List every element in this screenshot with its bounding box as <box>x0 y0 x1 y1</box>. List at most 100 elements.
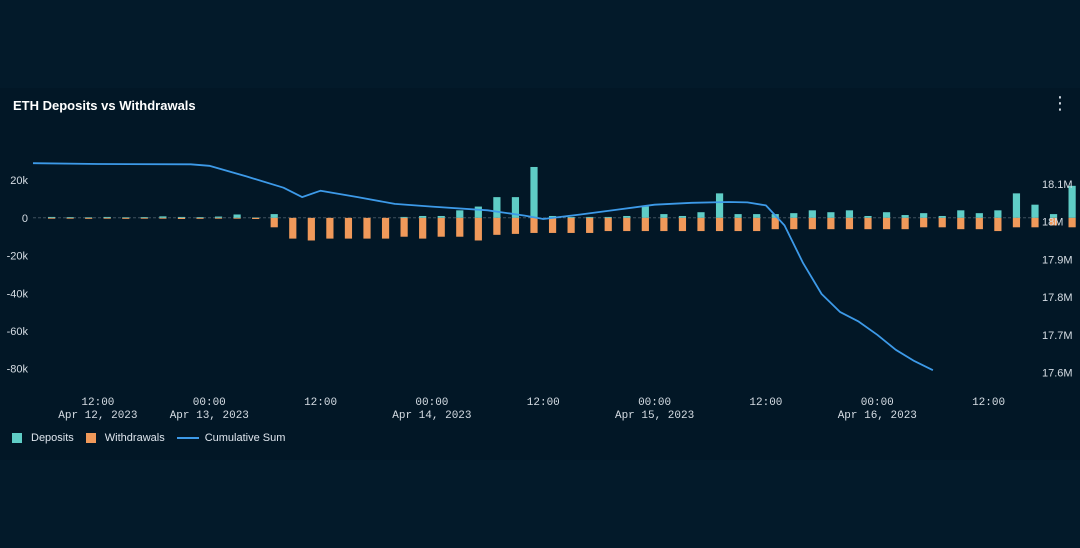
withdrawals-bar <box>753 217 761 232</box>
withdrawals-bar <box>122 217 130 219</box>
withdrawals-bar <box>567 217 575 233</box>
deposits-bar <box>437 215 445 218</box>
withdrawals-bar <box>270 217 278 228</box>
withdrawals-bar <box>214 217 223 219</box>
withdrawals-bar <box>790 217 798 230</box>
deposits-bar <box>678 215 687 218</box>
x-tick-date-label: Apr 16, 2023 <box>838 410 917 422</box>
y-right-tick-label: 17.7M <box>1042 330 1073 342</box>
withdrawals-bar <box>938 217 946 228</box>
deposits-bar <box>270 214 278 218</box>
withdrawals-bar <box>548 217 557 233</box>
x-tick-time-label: 12:00 <box>749 397 782 409</box>
x-tick-time-label: 00:00 <box>861 397 894 409</box>
withdrawals-bar <box>1068 217 1076 228</box>
deposits-bar <box>196 217 204 218</box>
legend-item-withdrawals[interactable]: Withdrawals <box>85 432 165 444</box>
x-tick-date-label: Apr 15, 2023 <box>615 410 694 422</box>
deposits-bar <box>808 210 816 218</box>
deposits-swatch-icon <box>12 433 22 443</box>
deposits-bar <box>994 210 1002 218</box>
x-tick-date-label: Apr 14, 2023 <box>392 410 471 422</box>
withdrawals-bar <box>233 217 241 219</box>
legend-label-deposits: Deposits <box>31 432 74 444</box>
x-tick-time-label: 12:00 <box>972 397 1005 409</box>
withdrawals-bar <box>252 217 260 219</box>
deposits-bar <box>901 215 909 218</box>
withdrawals-bar <box>344 217 353 239</box>
y-left-tick-label: 20k <box>10 175 28 187</box>
y-right-tick-label: 18.1M <box>1042 179 1073 191</box>
withdrawals-bar <box>511 217 520 234</box>
withdrawals-bar <box>660 217 668 232</box>
deposits-bar <box>845 210 854 218</box>
deposits-bar <box>85 217 93 219</box>
x-tick-time-label: 12:00 <box>81 397 114 409</box>
withdrawals-bar <box>994 217 1002 232</box>
deposits-bar <box>548 215 557 218</box>
y-right-tick-label: 17.6M <box>1042 368 1073 380</box>
withdrawals-bar <box>697 217 705 232</box>
withdrawals-bar <box>1049 217 1058 226</box>
y-right-tick-label: 18M <box>1042 217 1063 229</box>
withdrawals-bar <box>493 217 501 235</box>
withdrawals-bar <box>47 217 56 219</box>
withdrawals-bar <box>196 217 204 219</box>
deposits-bar <box>604 216 612 218</box>
deposits-bar <box>920 213 928 218</box>
withdrawals-bar <box>623 217 631 232</box>
withdrawals-bar <box>1031 217 1039 228</box>
deposits-bar <box>882 212 891 218</box>
deposits-bar <box>715 193 724 218</box>
deposits-bar <box>586 216 594 218</box>
y-left-tick-label: -20k <box>7 251 29 263</box>
withdrawals-bar <box>827 217 835 230</box>
deposits-bar <box>697 212 705 218</box>
withdrawals-bar <box>381 217 390 239</box>
withdrawals-bar <box>975 217 983 230</box>
chart-legend: Deposits Withdrawals Cumulative Sum <box>12 430 297 446</box>
withdrawals-bar <box>604 217 612 232</box>
deposits-bar <box>530 166 538 218</box>
deposits-bar <box>827 212 835 218</box>
deposits-bar <box>159 216 167 218</box>
x-tick-time-label: 00:00 <box>415 397 448 409</box>
withdrawals-bar <box>177 217 186 219</box>
y-left-tick-label: -80k <box>7 364 29 376</box>
withdrawals-bar <box>307 217 315 241</box>
deposits-bar <box>1031 204 1039 218</box>
deposits-bar <box>938 215 946 218</box>
withdrawals-bar <box>808 217 816 230</box>
deposits-bar <box>47 216 56 218</box>
vertical-ellipsis-icon[interactable]: ⋮ <box>1051 93 1069 113</box>
withdrawals-bar <box>66 217 74 219</box>
y-left-tick-label: 0 <box>22 213 28 225</box>
withdrawals-bar <box>400 217 408 237</box>
deposits-bar <box>1068 185 1076 218</box>
deposits-bar <box>214 216 223 218</box>
legend-item-cumulative-sum[interactable]: Cumulative Sum <box>176 432 285 444</box>
deposits-bar <box>177 216 186 218</box>
legend-item-deposits[interactable]: Deposits <box>12 432 74 444</box>
withdrawals-bar <box>957 217 965 230</box>
cumulative-line-swatch-icon <box>176 437 199 439</box>
chart-panel <box>0 88 1080 460</box>
withdrawals-bar <box>882 217 891 230</box>
deposits-bar <box>233 214 241 218</box>
x-tick-time-label: 00:00 <box>193 397 226 409</box>
deposits-bar <box>660 214 668 218</box>
withdrawals-bar <box>363 217 371 239</box>
deposits-bar <box>66 217 74 218</box>
deposits-bar <box>493 197 501 218</box>
legend-label-withdrawals: Withdrawals <box>104 432 165 444</box>
y-left-tick-label: -60k <box>7 326 29 338</box>
x-tick-date-label: Apr 12, 2023 <box>58 410 137 422</box>
x-tick-time-label: 00:00 <box>638 397 671 409</box>
deposits-bar <box>419 215 427 218</box>
deposits-bar <box>1049 214 1058 218</box>
deposits-bar <box>734 214 742 218</box>
withdrawals-bar <box>103 217 111 219</box>
chart-title: ETH Deposits vs Withdrawals <box>13 98 196 113</box>
x-tick-date-label: Apr 13, 2023 <box>170 410 249 422</box>
